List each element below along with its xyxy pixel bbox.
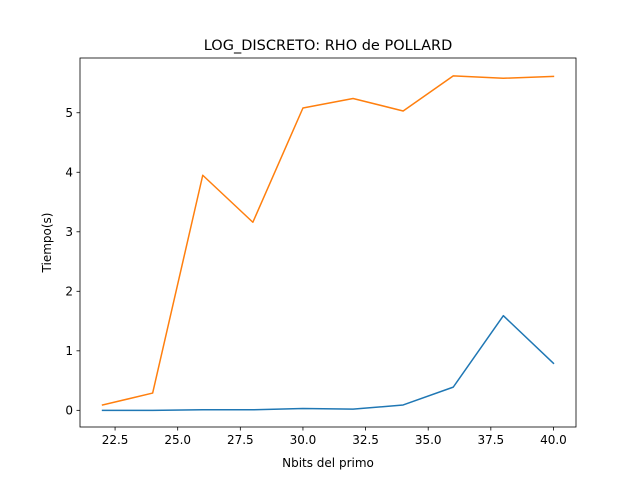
x-tick-label: 27.5 bbox=[227, 433, 254, 447]
x-tick-label: 22.5 bbox=[102, 433, 129, 447]
y-axis-label: Tiempo(s) bbox=[40, 213, 54, 274]
plot-frame bbox=[79, 57, 577, 428]
series-line-2 bbox=[101, 75, 555, 406]
x-axis: 22.5 25.0 27.5 30.0 32.5 35.0 37.5 40.0 bbox=[102, 427, 567, 447]
y-tick-label: 1 bbox=[65, 344, 73, 358]
y-tick-label: 5 bbox=[65, 106, 73, 120]
chart-title: LOG_DISCRETO: RHO de POLLARD bbox=[204, 38, 453, 54]
x-tick-label: 40.0 bbox=[540, 433, 567, 447]
x-axis-label: Nbits del primo bbox=[282, 456, 374, 470]
y-tick-label: 4 bbox=[65, 166, 73, 180]
x-tick-label: 25.0 bbox=[164, 433, 191, 447]
x-tick-label: 35.0 bbox=[415, 433, 442, 447]
y-axis: 0 1 2 3 4 5 bbox=[65, 106, 80, 418]
x-tick-label: 32.5 bbox=[352, 433, 379, 447]
y-tick-label: 0 bbox=[65, 404, 73, 418]
series-layer bbox=[101, 75, 555, 412]
x-tick-label: 30.0 bbox=[290, 433, 317, 447]
y-tick-label: 3 bbox=[65, 225, 73, 239]
x-tick-label: 37.5 bbox=[477, 433, 504, 447]
y-tick-label: 2 bbox=[65, 285, 73, 299]
series-line-1 bbox=[101, 314, 555, 412]
